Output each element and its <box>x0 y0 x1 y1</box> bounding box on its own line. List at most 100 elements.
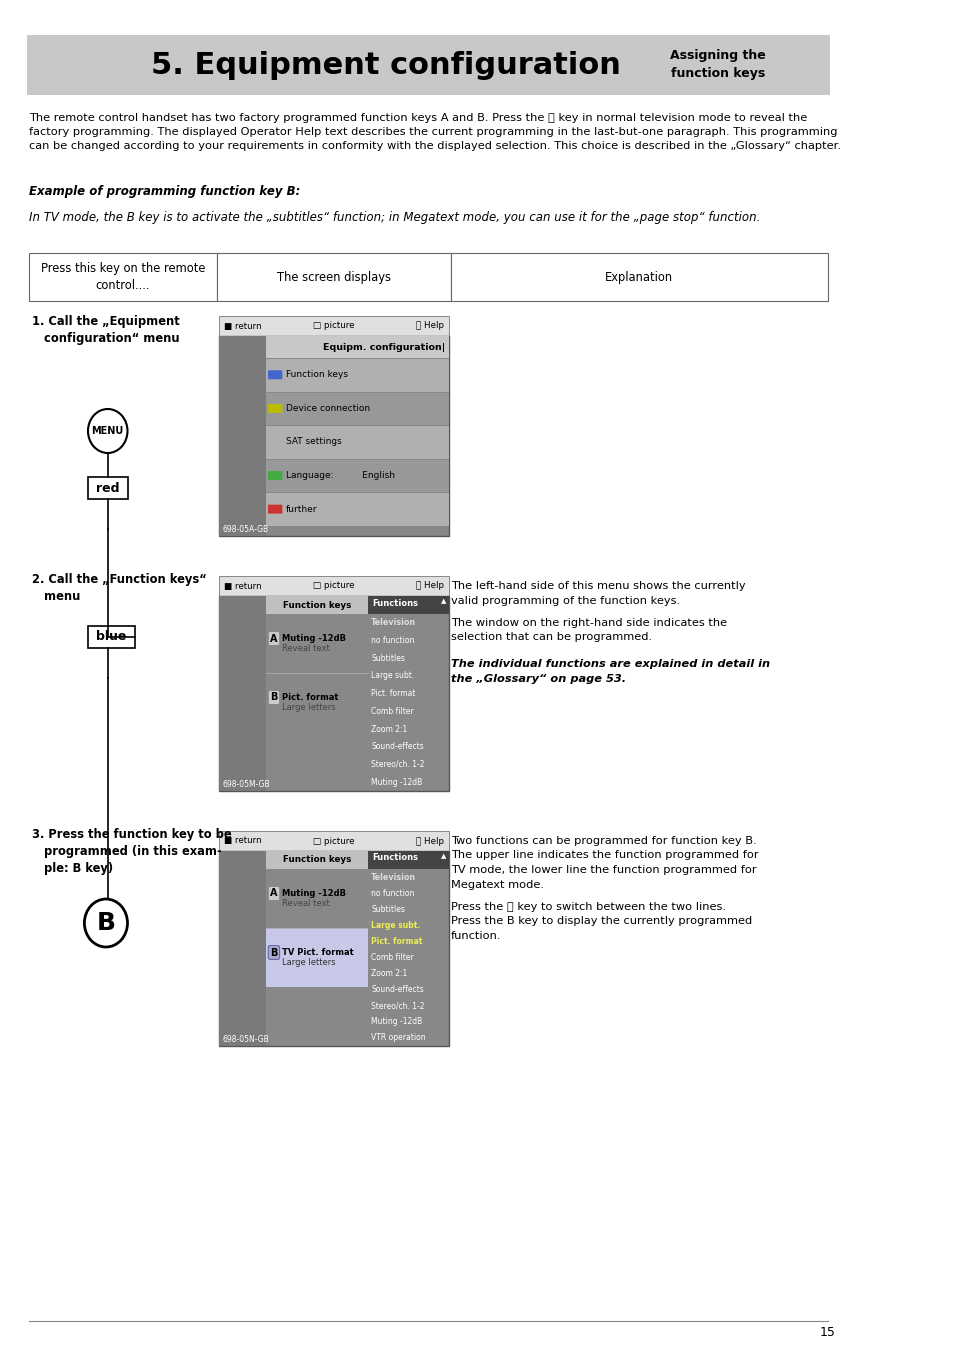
FancyBboxPatch shape <box>368 851 449 869</box>
Text: B: B <box>270 693 277 703</box>
Text: A: A <box>270 634 277 643</box>
Text: Pict. format: Pict. format <box>282 693 338 703</box>
Text: Comb filter: Comb filter <box>371 952 414 962</box>
Text: ■ return: ■ return <box>224 581 262 590</box>
FancyBboxPatch shape <box>266 928 368 988</box>
Text: TV Pict. format: TV Pict. format <box>282 948 354 957</box>
FancyBboxPatch shape <box>88 626 134 648</box>
Text: SAT settings: SAT settings <box>285 438 341 446</box>
FancyBboxPatch shape <box>266 336 449 358</box>
FancyBboxPatch shape <box>217 253 450 301</box>
Text: 698-05M-GB: 698-05M-GB <box>222 780 270 789</box>
Text: Reveal text: Reveal text <box>282 644 330 653</box>
Text: In TV mode, the B key is to activate the „subtitles“ function; in Megatext mode,: In TV mode, the B key is to activate the… <box>29 211 760 224</box>
FancyBboxPatch shape <box>88 477 129 499</box>
FancyBboxPatch shape <box>266 393 449 426</box>
Text: 5. Equipment configuration: 5. Equipment configuration <box>151 50 620 80</box>
Text: ⓦ Help: ⓦ Help <box>416 836 443 846</box>
Text: □ picture: □ picture <box>313 322 355 331</box>
Text: Functions: Functions <box>372 854 417 862</box>
Text: selection that can be programmed.: selection that can be programmed. <box>450 632 651 643</box>
Text: ■ return: ■ return <box>224 836 262 846</box>
Text: Device connection: Device connection <box>285 404 369 413</box>
FancyBboxPatch shape <box>219 316 449 336</box>
Text: Functions: Functions <box>372 598 417 608</box>
FancyBboxPatch shape <box>450 253 827 301</box>
FancyBboxPatch shape <box>268 471 282 480</box>
Text: the „Glossary“ on page 53.: the „Glossary“ on page 53. <box>450 674 625 684</box>
Text: Language:          English: Language: English <box>285 471 395 480</box>
Text: Equipm. configuration|: Equipm. configuration| <box>323 343 445 351</box>
Text: Subtitles: Subtitles <box>371 654 404 663</box>
Text: 2. Call the „Function keys“
   menu: 2. Call the „Function keys“ menu <box>32 573 207 603</box>
FancyBboxPatch shape <box>219 596 266 790</box>
Text: ▲: ▲ <box>440 852 446 859</box>
Text: Function keys: Function keys <box>285 370 347 380</box>
Text: Stereo/ch. 1-2: Stereo/ch. 1-2 <box>371 1001 424 1011</box>
FancyBboxPatch shape <box>266 493 449 526</box>
FancyBboxPatch shape <box>219 851 449 1046</box>
Text: Large subt.: Large subt. <box>371 671 414 681</box>
Text: Muting -12dB: Muting -12dB <box>282 889 346 898</box>
FancyBboxPatch shape <box>266 426 449 459</box>
FancyBboxPatch shape <box>219 336 266 536</box>
Text: no function: no function <box>371 889 414 897</box>
Text: Two functions can be programmed for function key B.: Two functions can be programmed for func… <box>450 836 756 846</box>
Text: Assigning the
function keys: Assigning the function keys <box>670 50 765 81</box>
FancyBboxPatch shape <box>27 35 829 95</box>
Text: Function keys: Function keys <box>283 600 351 609</box>
Circle shape <box>88 409 128 453</box>
Text: ⓦ Help: ⓦ Help <box>416 581 443 590</box>
Text: The left-hand side of this menu shows the currently: The left-hand side of this menu shows th… <box>450 581 744 590</box>
Text: 3. Press the function key to be
   programmed (in this exam-
   ple: B key): 3. Press the function key to be programm… <box>32 828 232 875</box>
Text: Comb filter: Comb filter <box>371 707 414 716</box>
Text: □ picture: □ picture <box>313 581 355 590</box>
FancyBboxPatch shape <box>266 459 449 492</box>
Text: 698-05N-GB: 698-05N-GB <box>222 1035 269 1044</box>
Text: ■ return: ■ return <box>224 322 262 331</box>
Text: Explanation: Explanation <box>604 270 673 284</box>
Text: Press the ⓜ key to switch between the two lines.: Press the ⓜ key to switch between the tw… <box>450 902 725 912</box>
Circle shape <box>84 898 128 947</box>
Text: Reveal text: Reveal text <box>282 898 330 908</box>
Text: Zoom 2:1: Zoom 2:1 <box>371 969 407 978</box>
FancyBboxPatch shape <box>266 596 368 613</box>
Text: Megatext mode.: Megatext mode. <box>450 880 543 889</box>
Text: The individual functions are explained in detail in: The individual functions are explained i… <box>450 659 769 669</box>
Text: 698-05A-GB: 698-05A-GB <box>222 526 269 534</box>
Text: blue: blue <box>96 631 127 643</box>
FancyBboxPatch shape <box>368 596 449 613</box>
FancyBboxPatch shape <box>219 596 449 790</box>
Text: The window on the right-hand side indicates the: The window on the right-hand side indica… <box>450 617 726 628</box>
Text: Muting -12dB: Muting -12dB <box>371 778 422 786</box>
Text: 1. Call the „Equipment
   configuration“ menu: 1. Call the „Equipment configuration“ me… <box>32 315 180 345</box>
FancyBboxPatch shape <box>29 253 217 301</box>
Text: TV mode, the lower line the function programmed for: TV mode, the lower line the function pro… <box>450 865 756 875</box>
Text: Television: Television <box>371 873 416 882</box>
FancyBboxPatch shape <box>219 576 449 596</box>
Text: Large letters: Large letters <box>282 703 335 712</box>
FancyBboxPatch shape <box>268 404 282 413</box>
Text: VTR operation: VTR operation <box>371 1034 425 1043</box>
Text: Muting -12dB: Muting -12dB <box>371 1017 422 1027</box>
Text: Press the B key to display the currently programmed: Press the B key to display the currently… <box>450 916 751 927</box>
Text: □ picture: □ picture <box>313 836 355 846</box>
Text: Large letters: Large letters <box>282 958 335 967</box>
Text: The remote control handset has two factory programmed function keys A and B. Pre: The remote control handset has two facto… <box>29 113 840 151</box>
Text: Example of programming function key B:: Example of programming function key B: <box>29 185 300 199</box>
FancyBboxPatch shape <box>266 851 368 869</box>
FancyBboxPatch shape <box>219 831 449 851</box>
Text: 15: 15 <box>819 1327 835 1339</box>
Text: Muting -12dB: Muting -12dB <box>282 634 346 643</box>
Text: A: A <box>270 889 277 898</box>
Text: B: B <box>96 911 115 935</box>
Text: valid programming of the function keys.: valid programming of the function keys. <box>450 596 679 605</box>
Text: further: further <box>285 505 316 513</box>
Text: Television: Television <box>371 619 416 627</box>
FancyBboxPatch shape <box>268 370 282 380</box>
Text: Sound-effects: Sound-effects <box>371 985 423 994</box>
Text: The upper line indicates the function programmed for: The upper line indicates the function pr… <box>450 851 758 861</box>
Text: B: B <box>270 947 277 958</box>
FancyBboxPatch shape <box>219 336 449 536</box>
Text: Stereo/ch. 1-2: Stereo/ch. 1-2 <box>371 761 424 769</box>
